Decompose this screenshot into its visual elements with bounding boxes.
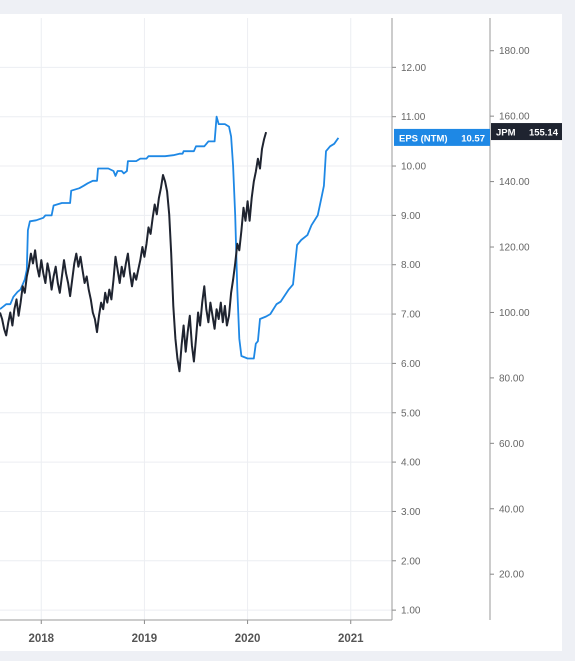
price-tag-series-name: JPM xyxy=(496,128,516,139)
right-axis-tick-label: 60.00 xyxy=(499,439,524,450)
price-last-value-tag: JPM 155.14 xyxy=(491,123,562,141)
left-axis-tick-label: 6.00 xyxy=(401,359,421,370)
left-axis-tick-label: 4.00 xyxy=(401,458,421,469)
right-axis-tick-label: 160.00 xyxy=(499,112,530,123)
x-axis-tick-label: 2021 xyxy=(338,633,364,645)
eps-series-line xyxy=(0,115,340,360)
left-axis-tick-label: 10.00 xyxy=(401,162,426,173)
left-axis-tick-label: 12.00 xyxy=(401,63,426,74)
eps-tag-background xyxy=(394,128,490,146)
eps-last-value-tag: EPS (NTM) 10.57 xyxy=(394,128,490,146)
x-axis-tick-label: 2018 xyxy=(28,633,54,645)
right-axis-tick-label: 20.00 xyxy=(499,570,524,581)
left-axis-tick-label: 5.00 xyxy=(401,408,421,419)
x-axis-tick-label: 2020 xyxy=(235,633,261,645)
left-axis-tick-label: 11.00 xyxy=(401,112,426,123)
left-axis-tick-label: 1.00 xyxy=(401,606,421,617)
left-axis-tick-label: 3.00 xyxy=(401,507,421,518)
price-series-line xyxy=(0,131,268,373)
price-tag-value: 155.14 xyxy=(529,128,559,139)
left-axis-tick-label: 7.00 xyxy=(401,310,421,321)
left-axis-tick-label: 9.00 xyxy=(401,211,421,222)
right-axis-tick-label: 80.00 xyxy=(499,373,524,384)
eps-tag-series-name: EPS (NTM) xyxy=(399,133,448,144)
eps-vs-price-chart: 1.00 2.00 3.00 4.00 5.00 6.00 7.00 8.00 9.00 10.0… xyxy=(0,18,562,645)
right-axis-tick-label: 140.00 xyxy=(499,177,530,188)
right-axis-tick-label: 120.00 xyxy=(499,243,530,254)
eps-tag-value: 10.57 xyxy=(461,133,485,144)
chart-panel: 1.00 2.00 3.00 4.00 5.00 6.00 7.00 8.00 9.00 10.0… xyxy=(0,14,562,651)
price-tag-background xyxy=(491,123,562,141)
right-axis-tick-label: 100.00 xyxy=(499,308,530,319)
x-axis-tick-label: 2019 xyxy=(132,633,158,645)
left-axis-tick-label: 8.00 xyxy=(401,260,421,271)
right-axis-tick-label: 180.00 xyxy=(499,46,530,57)
right-axis-tick-label: 40.00 xyxy=(499,504,524,515)
left-axis-tick-label: 2.00 xyxy=(401,556,421,567)
